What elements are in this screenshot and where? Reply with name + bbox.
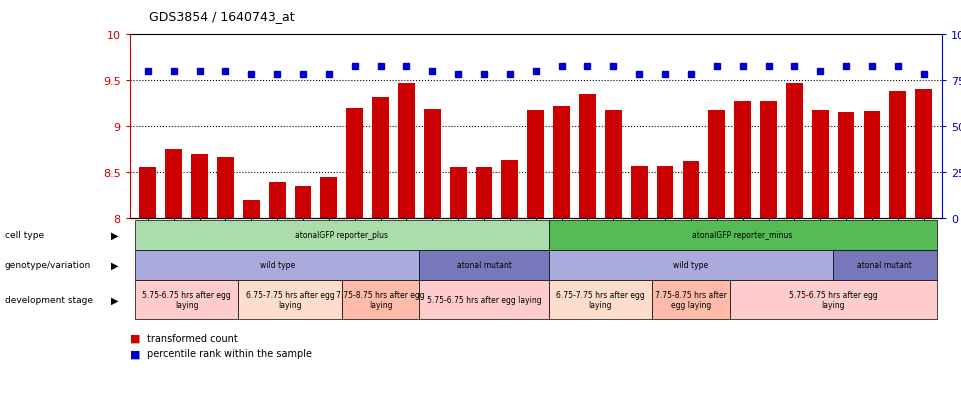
Bar — [295, 187, 311, 219]
Text: 5.75-6.75 hrs after egg
laying: 5.75-6.75 hrs after egg laying — [789, 290, 877, 309]
Text: genotype/variation: genotype/variation — [5, 261, 91, 270]
Bar — [579, 95, 596, 219]
Bar — [424, 109, 441, 219]
Bar — [708, 110, 726, 219]
Text: development stage: development stage — [5, 295, 93, 304]
Bar — [450, 167, 467, 219]
Text: 7.75-8.75 hrs after egg
laying: 7.75-8.75 hrs after egg laying — [336, 290, 425, 309]
Text: atonal mutant: atonal mutant — [456, 261, 511, 270]
Text: 5.75-6.75 hrs after egg
laying: 5.75-6.75 hrs after egg laying — [142, 290, 231, 309]
Bar — [191, 154, 208, 219]
Bar — [502, 161, 518, 219]
Text: 6.75-7.75 hrs after egg
laying: 6.75-7.75 hrs after egg laying — [556, 290, 645, 309]
Text: ▶: ▶ — [111, 294, 118, 305]
Bar — [890, 92, 906, 219]
Text: ▶: ▶ — [111, 260, 118, 270]
Bar — [734, 102, 752, 219]
Bar — [269, 182, 285, 219]
Text: GDS3854 / 1640743_at: GDS3854 / 1640743_at — [149, 10, 295, 23]
Text: ■: ■ — [130, 349, 140, 358]
Text: wild type: wild type — [674, 261, 708, 270]
Bar — [346, 109, 363, 219]
Text: ■: ■ — [130, 333, 140, 343]
Text: 5.75-6.75 hrs after egg laying: 5.75-6.75 hrs after egg laying — [427, 295, 541, 304]
Bar — [786, 84, 802, 219]
Bar — [165, 150, 182, 219]
Bar — [604, 110, 622, 219]
Bar — [398, 84, 415, 219]
Bar — [760, 101, 776, 219]
Bar — [320, 178, 337, 219]
Bar — [630, 166, 648, 219]
Bar — [139, 167, 157, 219]
Bar — [372, 97, 389, 219]
Text: cell type: cell type — [5, 231, 44, 240]
Text: 7.75-8.75 hrs after
egg laying: 7.75-8.75 hrs after egg laying — [655, 290, 727, 309]
Bar — [476, 167, 492, 219]
Bar — [243, 201, 259, 219]
Text: atonal mutant: atonal mutant — [857, 261, 912, 270]
Bar — [864, 112, 880, 219]
Text: atonalGFP reporter_plus: atonalGFP reporter_plus — [295, 231, 388, 240]
Bar — [682, 162, 700, 219]
Bar — [812, 110, 828, 219]
Text: wild type: wild type — [259, 261, 295, 270]
Bar — [554, 107, 570, 219]
Text: transformed count: transformed count — [147, 333, 237, 343]
Bar — [656, 166, 674, 219]
Bar — [217, 157, 234, 219]
Text: 6.75-7.75 hrs after egg
laying: 6.75-7.75 hrs after egg laying — [246, 290, 334, 309]
Text: percentile rank within the sample: percentile rank within the sample — [147, 349, 312, 358]
Bar — [838, 113, 854, 219]
Bar — [528, 110, 544, 219]
Bar — [915, 90, 932, 219]
Text: atonalGFP reporter_minus: atonalGFP reporter_minus — [693, 231, 793, 240]
Text: ▶: ▶ — [111, 230, 118, 240]
